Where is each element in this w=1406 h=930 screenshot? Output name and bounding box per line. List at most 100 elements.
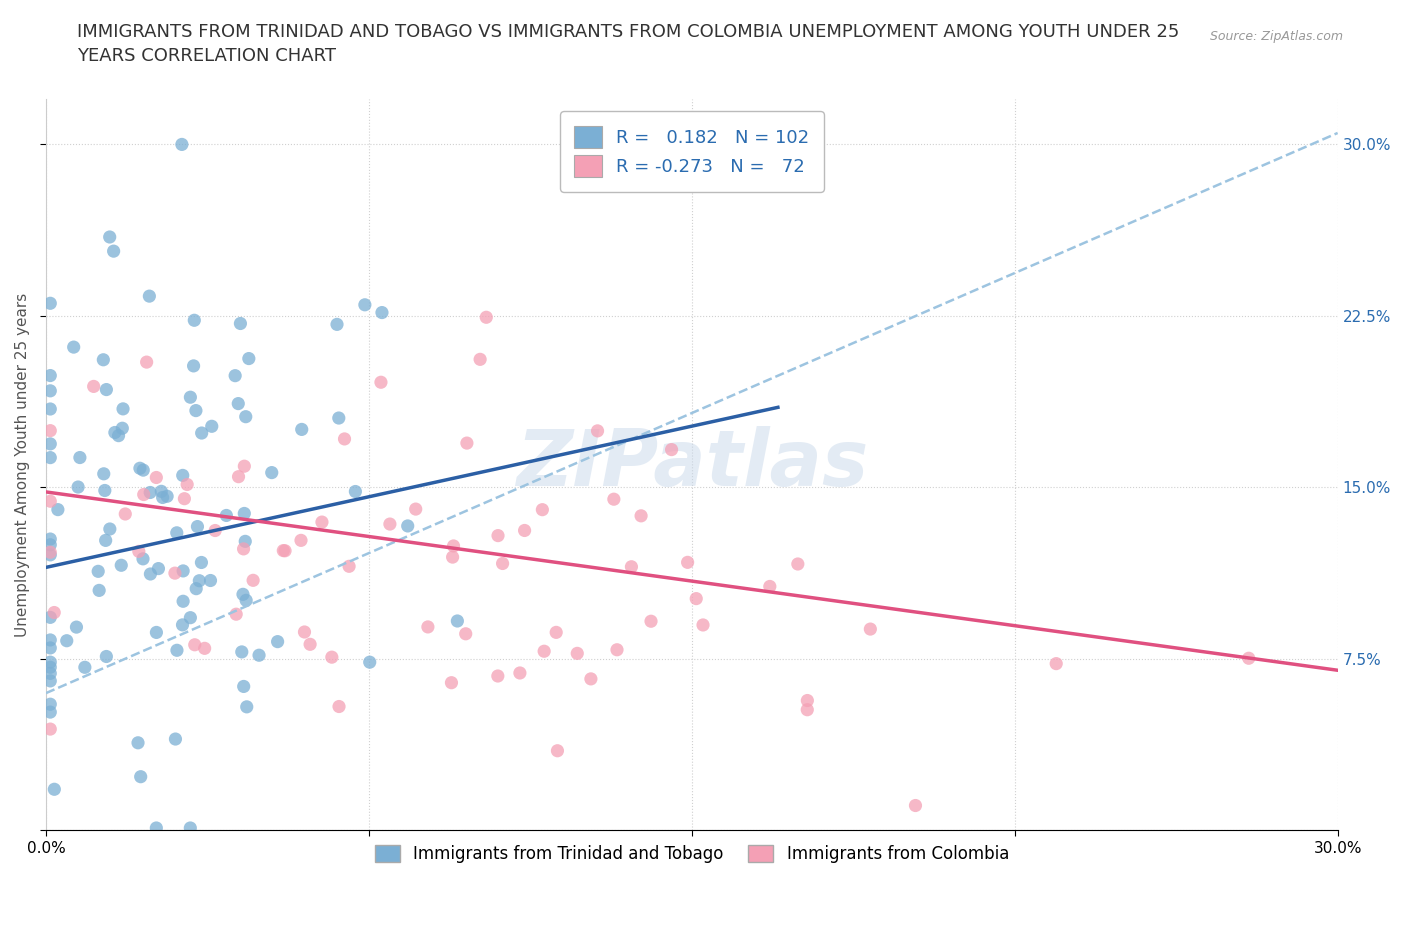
Point [242, 573, 264, 588]
Text: Source: ZipAtlas.com: Source: ZipAtlas.com [1209, 30, 1343, 43]
Point [96, 649, 118, 664]
Point [685, 591, 707, 606]
Text: ZIPatlas: ZIPatlas [516, 427, 868, 502]
Point [200, 573, 222, 588]
Point [39, 436, 62, 451]
Point [531, 502, 554, 517]
Point [89, 583, 111, 598]
Point [579, 671, 602, 686]
Point [233, 534, 256, 549]
Point [138, 288, 160, 303]
Point [39, 538, 62, 552]
Point [290, 533, 312, 548]
Point [39, 673, 62, 688]
Point [405, 501, 427, 516]
Point [39, 666, 62, 681]
Point [273, 543, 295, 558]
Point [145, 625, 167, 640]
Point [396, 519, 419, 534]
Point [311, 514, 333, 529]
Point [232, 587, 254, 602]
Point [491, 556, 513, 571]
Point [165, 732, 187, 747]
Point [692, 618, 714, 632]
Point [225, 606, 247, 621]
Point [546, 743, 568, 758]
Point [468, 352, 491, 366]
Point [135, 354, 157, 369]
Point [291, 422, 314, 437]
Point [904, 798, 927, 813]
Point [139, 485, 162, 500]
Point [179, 820, 201, 835]
Point [73, 660, 96, 675]
Point [475, 310, 498, 325]
Point [39, 610, 62, 625]
Point [321, 650, 343, 665]
Point [112, 402, 135, 417]
Point [148, 561, 170, 576]
Point [98, 230, 121, 245]
Point [39, 545, 62, 560]
Point [260, 465, 283, 480]
Point [224, 368, 246, 383]
Point [39, 641, 62, 656]
Point [328, 699, 350, 714]
Point [103, 244, 125, 259]
Point [337, 559, 360, 574]
Point [354, 298, 377, 312]
Point [440, 675, 463, 690]
Text: IMMIGRANTS FROM TRINIDAD AND TOBAGO VS IMMIGRANTS FROM COLOMBIA UNEMPLOYMENT AMO: IMMIGRANTS FROM TRINIDAD AND TOBAGO VS I… [77, 23, 1180, 65]
Point [87, 564, 110, 578]
Point [145, 820, 167, 835]
Point [441, 550, 464, 565]
Point [132, 487, 155, 502]
Point [603, 492, 626, 507]
Point [39, 423, 62, 438]
Point [166, 525, 188, 540]
Point [486, 528, 509, 543]
Point [39, 659, 62, 674]
Point [98, 522, 121, 537]
Point [370, 375, 392, 390]
Point [111, 420, 134, 435]
Point [172, 468, 194, 483]
Point [93, 466, 115, 481]
Point [39, 655, 62, 670]
Point [630, 509, 652, 524]
Point [184, 403, 207, 418]
Point [454, 627, 477, 642]
Point [44, 782, 66, 797]
Point [39, 450, 62, 465]
Point [299, 637, 322, 652]
Point [190, 555, 212, 570]
Point [231, 644, 253, 659]
Point [326, 317, 349, 332]
Point [67, 480, 90, 495]
Point [110, 558, 132, 573]
Point [226, 396, 249, 411]
Point [39, 722, 62, 737]
Point [443, 538, 465, 553]
Point [235, 409, 257, 424]
Point [128, 544, 150, 559]
Point [1045, 657, 1067, 671]
Point [344, 485, 367, 499]
Point [456, 435, 478, 450]
Point [39, 632, 62, 647]
Point [446, 614, 468, 629]
Point [39, 402, 62, 417]
Point [94, 533, 117, 548]
Point [91, 352, 114, 367]
Point [378, 517, 401, 532]
Point [416, 619, 439, 634]
Point [173, 491, 195, 506]
Point [274, 543, 297, 558]
Point [235, 699, 257, 714]
Point [661, 442, 683, 457]
Point [39, 697, 62, 711]
Point [759, 579, 782, 594]
Point [238, 352, 260, 366]
Point [233, 506, 256, 521]
Point [796, 702, 818, 717]
